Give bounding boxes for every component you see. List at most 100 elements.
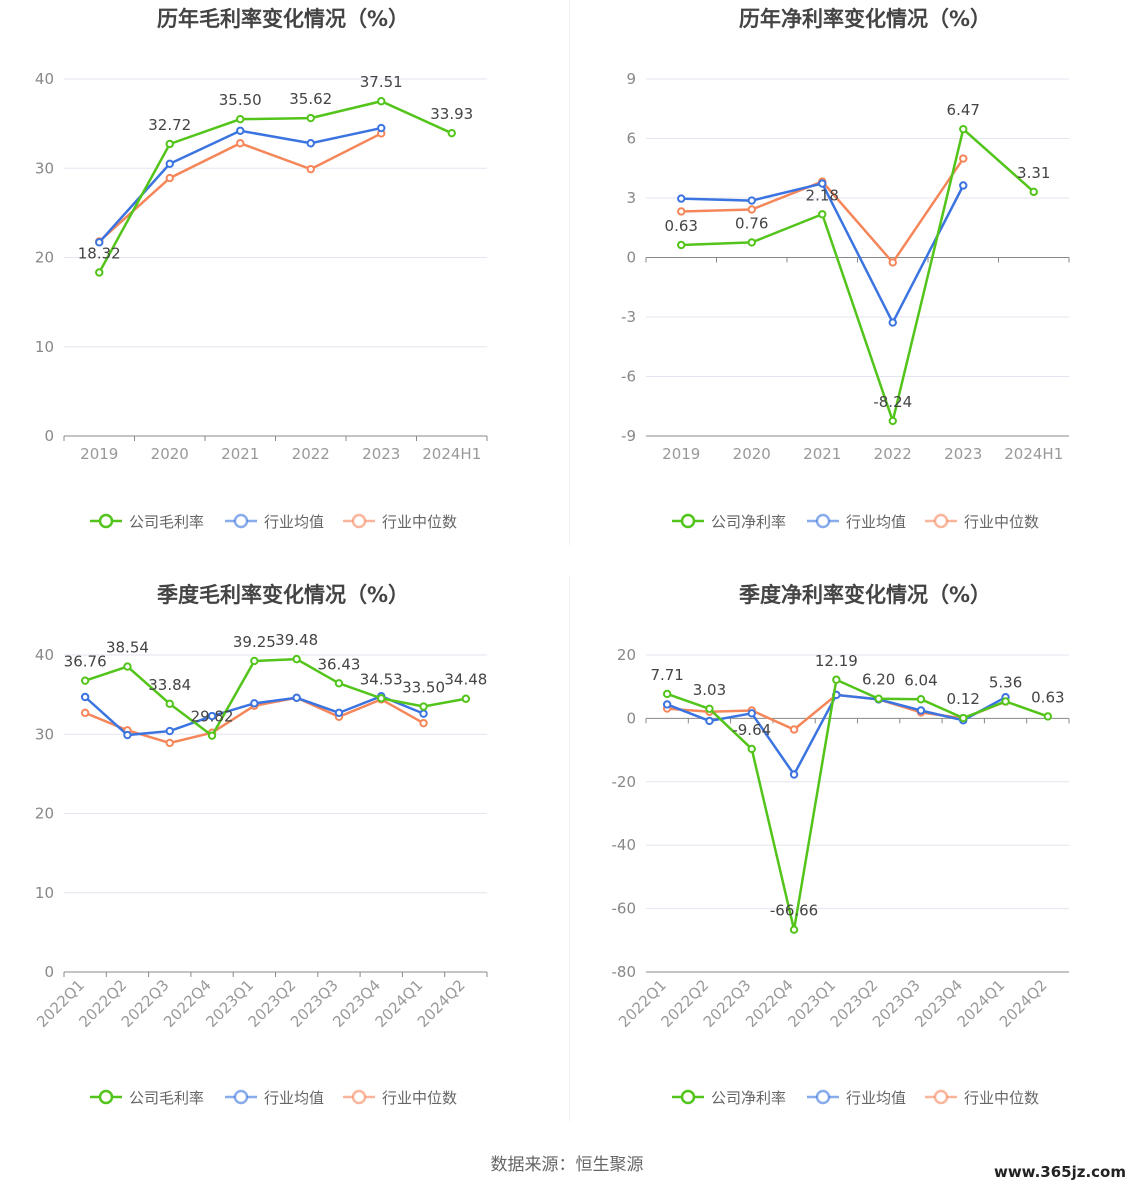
avg-point [165,726,174,736]
legend-marker-icon [351,1089,367,1105]
data-label: 3.31 [1017,164,1050,182]
avg-point [165,159,174,168]
data-label: 18.32 [78,244,121,262]
company-point [888,416,897,426]
x-tick-label: 2019 [662,445,700,463]
y-tick-label: 10 [35,884,54,902]
y-tick-label: -80 [612,963,637,981]
legend-marker-icon [233,1089,249,1105]
x-tick-label: 2021 [221,445,259,463]
avg-point [677,194,686,203]
median-point [747,205,756,214]
legend-marker-icon [680,513,696,529]
company-line [681,126,1035,426]
y-tick-label: -20 [612,773,637,791]
company-point [377,694,386,703]
data-label: 0.76 [735,214,768,232]
x-tick-label: 2023 [944,445,982,463]
data-label: 36.76 [64,653,107,671]
company-point [747,238,756,247]
data-label: 39.48 [275,631,318,649]
company-point [306,113,315,123]
data-label: 6.20 [862,671,895,689]
company-point [818,210,827,219]
legend-marker-icon [933,513,949,529]
avg-point [818,179,827,188]
company-point [1029,187,1038,197]
y-tick-label: 40 [35,70,54,88]
data-label: 33.50 [402,679,445,697]
company-point [236,114,245,124]
median-point [236,139,245,148]
data-label: 0.12 [947,690,980,708]
median-point [419,718,428,728]
data-label: 29.82 [191,708,234,726]
legend-label: 行业中位数 [382,513,457,531]
median-point [677,207,686,216]
legend-marker-icon [98,1089,114,1105]
median-point [959,154,968,163]
x-tick-label: 2019 [80,445,118,463]
company-point [916,695,926,704]
legend-label: 行业中位数 [964,1089,1039,1107]
legend-label: 行业均值 [264,1089,324,1107]
y-tick-label: 0 [626,709,636,727]
data-label: 6.04 [904,671,937,689]
legend-marker-icon [933,1089,949,1105]
company-line [98,99,453,274]
data-label: 39.25 [233,633,276,651]
legend-marker-icon [815,513,831,529]
divider [569,576,570,1121]
legend-label: 行业中位数 [382,1089,457,1107]
x-tick-label: 2020 [151,445,189,463]
company-point [461,694,471,703]
chart-svg: 历年净利率变化情况（%） -9 -6 -3 0 3 6 9 2019 2020 2021 2022 20… [621,7,1070,531]
avg-point [789,770,799,779]
median-point [165,738,174,748]
legend-label: 公司净利率 [711,1089,786,1107]
x-tick-label: 2020 [733,445,771,463]
y-tick-label: -9 [621,427,636,445]
data-label: 7.71 [650,666,683,684]
x-tick-label: 2024Q2 [996,976,1051,1031]
median-point [306,164,315,174]
y-tick-label: 6 [626,130,636,148]
y-tick-label: 9 [626,70,636,88]
company-point [832,675,841,684]
avg-point [705,716,714,726]
data-label: -8.24 [873,393,912,411]
company-point [165,139,174,149]
company-point [165,699,174,709]
company-point [747,744,756,754]
data-label: 0.63 [665,217,698,235]
x-tick-label: 2022 [874,445,912,463]
data-label: 12.19 [815,652,858,670]
chart-svg: 季度净利率变化情况（%）-80-60-40-200202022Q12022Q22… [612,583,1070,1107]
company-point [250,656,259,666]
avg-point [959,181,968,190]
avg-point [80,692,90,702]
x-tick-label: 2024Q2 [414,976,469,1031]
data-label: 0.63 [1031,688,1064,706]
avg-point [747,709,756,718]
legend-label: 行业中位数 [964,513,1039,531]
avg-point [662,700,672,709]
legend-marker-icon [98,513,114,529]
x-tick-label: 2023 [362,445,400,463]
chart-title: 季度净利率变化情况（%） [739,583,991,607]
x-tick-label: 2024H1 [422,445,481,463]
company-point [292,654,301,664]
avg-point [916,706,926,715]
legend-marker-icon [233,513,249,529]
company-line [666,677,1049,930]
data-label: 35.50 [219,91,262,109]
y-tick-label: 30 [35,159,54,177]
company-point [874,694,883,703]
chart-svg: 季度毛利率变化情况（%）0102030402022Q12022Q22022Q32… [33,583,488,1107]
quarterly-net-margin-chart: 季度净利率变化情况（%） -80 -60 -40 -20 0 20 2022Q1 2022Q2 2… [582,576,1134,1151]
legend-label: 公司净利率 [711,513,786,531]
y-tick-label: -3 [621,308,636,326]
avg-point [334,708,344,718]
y-tick-label: -6 [621,368,636,386]
median-point [888,258,897,267]
